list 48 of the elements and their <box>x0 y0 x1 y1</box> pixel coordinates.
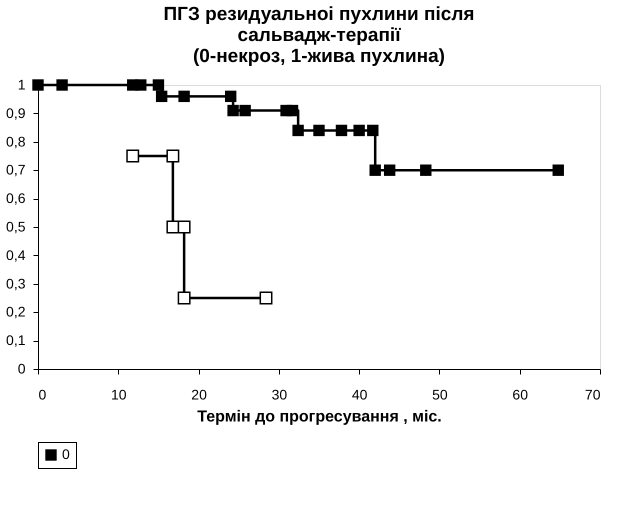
x-tick-label: 50 <box>432 386 448 402</box>
point <box>126 150 140 162</box>
point <box>56 79 68 91</box>
point <box>313 124 325 136</box>
x-tick-label: 40 <box>352 386 368 402</box>
point <box>292 124 304 136</box>
y-tick-label: 0,7 <box>6 162 26 178</box>
y-tick-label: 0,5 <box>6 218 26 234</box>
x-tick-label: 10 <box>110 386 127 402</box>
y-tick-label: 0 <box>18 360 26 376</box>
x-tick-label: 60 <box>512 386 528 402</box>
text: ПГЗ резидуальноі пухлини після <box>164 4 474 25</box>
point <box>286 104 298 116</box>
y-tick-label: 0,6 <box>6 190 26 206</box>
point <box>420 164 432 176</box>
point <box>135 79 146 91</box>
point <box>552 164 564 176</box>
point <box>384 164 396 176</box>
text: сальвадж-терапії <box>237 25 401 46</box>
x-tick-label: 20 <box>191 386 208 402</box>
point <box>178 292 191 304</box>
point <box>166 150 180 162</box>
point <box>32 79 44 91</box>
x-tick-label: 0 <box>38 386 46 402</box>
point <box>353 124 365 136</box>
legend-label: 0 <box>62 446 70 462</box>
y-tick-label: 0,2 <box>6 304 26 320</box>
point <box>156 90 168 102</box>
point <box>178 220 191 234</box>
x-axis-title: Термін до прогресування , міс. <box>197 408 442 426</box>
point <box>224 90 236 102</box>
y-tick-label: 0,8 <box>6 133 26 150</box>
point <box>227 104 239 116</box>
point <box>178 90 190 102</box>
y-tick-label: 0,9 <box>6 104 26 121</box>
point <box>370 164 381 176</box>
y-tick-label: 0,3 <box>6 275 26 292</box>
y-tick-label: 0,4 <box>6 246 26 263</box>
point <box>367 124 378 136</box>
point <box>152 79 164 91</box>
y-tick-label: 1 <box>18 76 26 92</box>
text: (0-некроз, 1-жива пухлина) <box>192 46 446 67</box>
point <box>260 292 272 304</box>
point <box>336 124 348 136</box>
x-tick-label: 30 <box>272 386 288 402</box>
x-tick-label: 70 <box>584 386 601 402</box>
y-tick-label: 0,1 <box>6 332 26 348</box>
point <box>239 104 251 116</box>
